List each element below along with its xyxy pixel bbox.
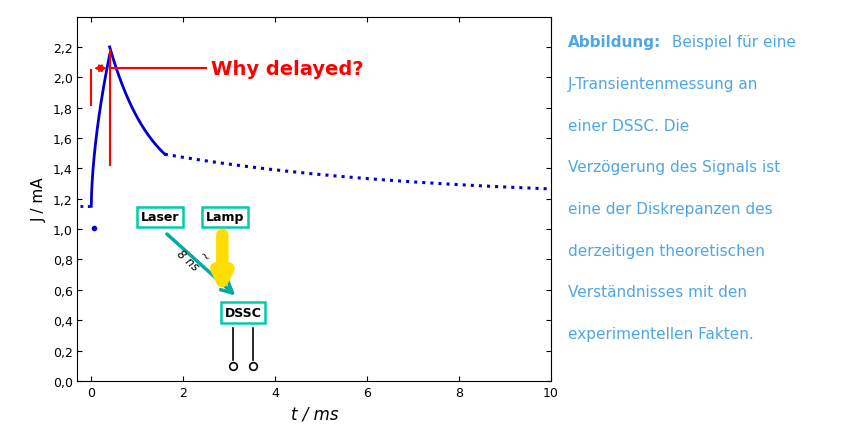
Text: 8 ns: 8 ns bbox=[174, 247, 201, 273]
Text: Verständnisses mit den: Verständnisses mit den bbox=[568, 285, 747, 300]
Text: experimentellen Fakten.: experimentellen Fakten. bbox=[568, 326, 754, 341]
Text: Beispiel für eine: Beispiel für eine bbox=[667, 35, 796, 50]
Text: eine der Diskrepanzen des: eine der Diskrepanzen des bbox=[568, 201, 773, 216]
Y-axis label: J / mA: J / mA bbox=[32, 177, 47, 222]
Text: derzeitigen theoretischen: derzeitigen theoretischen bbox=[568, 243, 765, 258]
Text: Lamp: Lamp bbox=[206, 211, 244, 224]
Text: einer DSSC. Die: einer DSSC. Die bbox=[568, 118, 690, 133]
Text: ~: ~ bbox=[195, 248, 212, 265]
Text: DSSC: DSSC bbox=[225, 307, 262, 319]
X-axis label: t / ms: t / ms bbox=[290, 404, 338, 422]
Text: Laser: Laser bbox=[141, 211, 179, 224]
Text: Abbildung:: Abbildung: bbox=[568, 35, 661, 50]
Text: Why delayed?: Why delayed? bbox=[211, 60, 363, 78]
Text: J-Transientenmessung an: J-Transientenmessung an bbox=[568, 77, 759, 92]
Text: Verzögerung des Signals ist: Verzögerung des Signals ist bbox=[568, 160, 781, 175]
